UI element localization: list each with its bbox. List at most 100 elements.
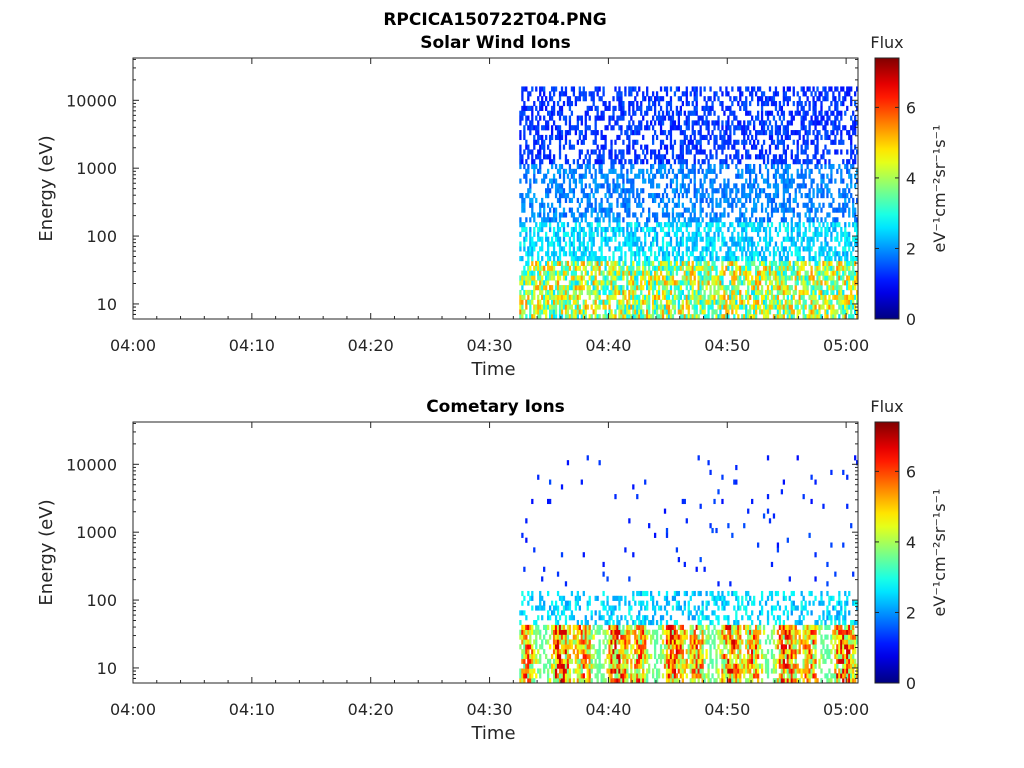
spectrogram-cell: [745, 130, 748, 136]
spectrogram-cell: [834, 294, 837, 300]
spectrogram-cell: [638, 168, 641, 174]
spectrogram-cell: [556, 134, 560, 141]
spectrogram-cell: [521, 678, 524, 684]
spectrogram-cell: [842, 125, 845, 131]
spectrogram-cell: [836, 168, 839, 174]
spectrogram-cell: [539, 207, 542, 213]
spectrogram-cell: [709, 178, 712, 184]
spectrogram-cell: [794, 299, 797, 305]
spectrogram-cell: [648, 289, 651, 296]
spectrogram-cell: [642, 270, 645, 276]
spectrogram-cell: [580, 649, 583, 655]
spectrogram-cell: [606, 125, 609, 131]
spectrogram-cell: [745, 226, 748, 233]
spectrogram-cell: [705, 134, 708, 141]
spectrogram-cell: [689, 285, 692, 291]
spectrogram-cell: [554, 629, 558, 635]
spectrogram-cell: [628, 105, 631, 111]
spectrogram-cell: [636, 304, 639, 310]
spectrogram-cell: [754, 246, 758, 252]
spectrogram-cell: [636, 226, 639, 233]
spectrogram-cell: [788, 120, 791, 126]
spectrogram-cell: [756, 294, 760, 300]
spectrogram-cell: [830, 139, 833, 145]
spectrogram-cell: [653, 226, 657, 233]
spectrogram-cell: [826, 299, 829, 305]
spectrogram-cell: [673, 289, 677, 296]
spectrogram-cell: [570, 100, 574, 107]
spectrogram-cell: [566, 130, 570, 136]
spectrogram-cell: [582, 251, 585, 257]
spectrogram-cell: [751, 226, 754, 233]
spectrogram-cell: [578, 649, 581, 655]
spectrogram-cell: [846, 149, 849, 155]
spectrogram-cell: [657, 260, 661, 266]
spectrogram-cell: [655, 91, 659, 97]
spectrogram-cell: [616, 260, 619, 266]
spectrogram-cell: [677, 212, 681, 218]
spectrogram-cell: [709, 163, 712, 170]
spectrogram-cell: [626, 226, 629, 233]
spectrogram-cell: [537, 615, 540, 621]
spectrogram-cell: [741, 154, 744, 160]
spectrogram-cell: [531, 294, 534, 300]
spectrogram-cell: [737, 304, 740, 310]
spectrogram-cell: [556, 260, 560, 266]
spectrogram-cell: [824, 183, 827, 189]
spectrogram-cell: [634, 159, 637, 165]
spectrogram-cell: [753, 285, 756, 291]
spectrogram-cell: [854, 309, 857, 315]
spectrogram-cell: [693, 289, 696, 296]
spectrogram-cell: [739, 120, 742, 126]
spectrogram-cell: [814, 110, 817, 116]
spectrogram-cell: [806, 154, 809, 160]
spectrogram-cell: [719, 100, 722, 107]
spectrogram-cell: [770, 294, 774, 300]
spectrogram-cell: [547, 304, 550, 310]
spectrogram-cell: [632, 265, 635, 271]
spectrogram-cell: [594, 309, 597, 315]
spectrogram-cell: [556, 294, 560, 300]
spectrogram-cell: [703, 309, 706, 315]
spectrogram-cell: [822, 304, 825, 310]
spectrogram-cell: [600, 260, 603, 266]
spectrogram-cell: [610, 314, 613, 320]
spectrogram-cell: [527, 168, 530, 174]
spectrogram-cell: [642, 275, 645, 281]
spectrogram-cell: [733, 125, 736, 131]
spectrogram-cell: [804, 314, 807, 320]
spectrogram-cell: [562, 144, 566, 150]
spectrogram-cell: [745, 275, 748, 281]
spectrogram-cell: [661, 304, 665, 310]
spectrogram-cell: [550, 110, 554, 116]
spectrogram-cell: [657, 110, 661, 116]
spectrogram-cell: [695, 100, 698, 107]
spectrogram-cell: [685, 159, 688, 165]
spectrogram-cell: [768, 149, 772, 155]
spectrogram-cell: [729, 193, 732, 199]
spectrogram-cell: [543, 149, 546, 155]
spectrogram-cell: [659, 96, 663, 102]
spectrogram-cell: [705, 188, 708, 194]
x-tick-label: 04:20: [348, 336, 394, 355]
spectrogram-cell: [604, 265, 607, 271]
spectrogram-cell: [582, 139, 585, 145]
spectrogram-cell: [848, 231, 851, 237]
spectrogram-cell: [650, 96, 653, 102]
spectrogram-cell: [529, 304, 532, 310]
spectrogram-cell: [646, 105, 649, 111]
spectrogram-cell: [816, 144, 819, 150]
spectrogram-cell: [535, 309, 538, 315]
spectrogram-cell: [804, 144, 807, 150]
spectrogram-cell: [842, 159, 845, 165]
spectrogram-cell: [816, 309, 819, 315]
spectrogram-cell: [731, 202, 734, 208]
spectrogram-cell: [640, 188, 643, 194]
spectrogram-cell: [572, 178, 576, 184]
spectrogram-cell: [614, 139, 617, 145]
spectrogram-cell: [715, 280, 718, 286]
spectrogram-cell: [594, 183, 597, 189]
spectrogram-cell: [673, 202, 677, 208]
spectrogram-cell: [665, 275, 669, 281]
spectrogram-cell: [523, 110, 526, 116]
